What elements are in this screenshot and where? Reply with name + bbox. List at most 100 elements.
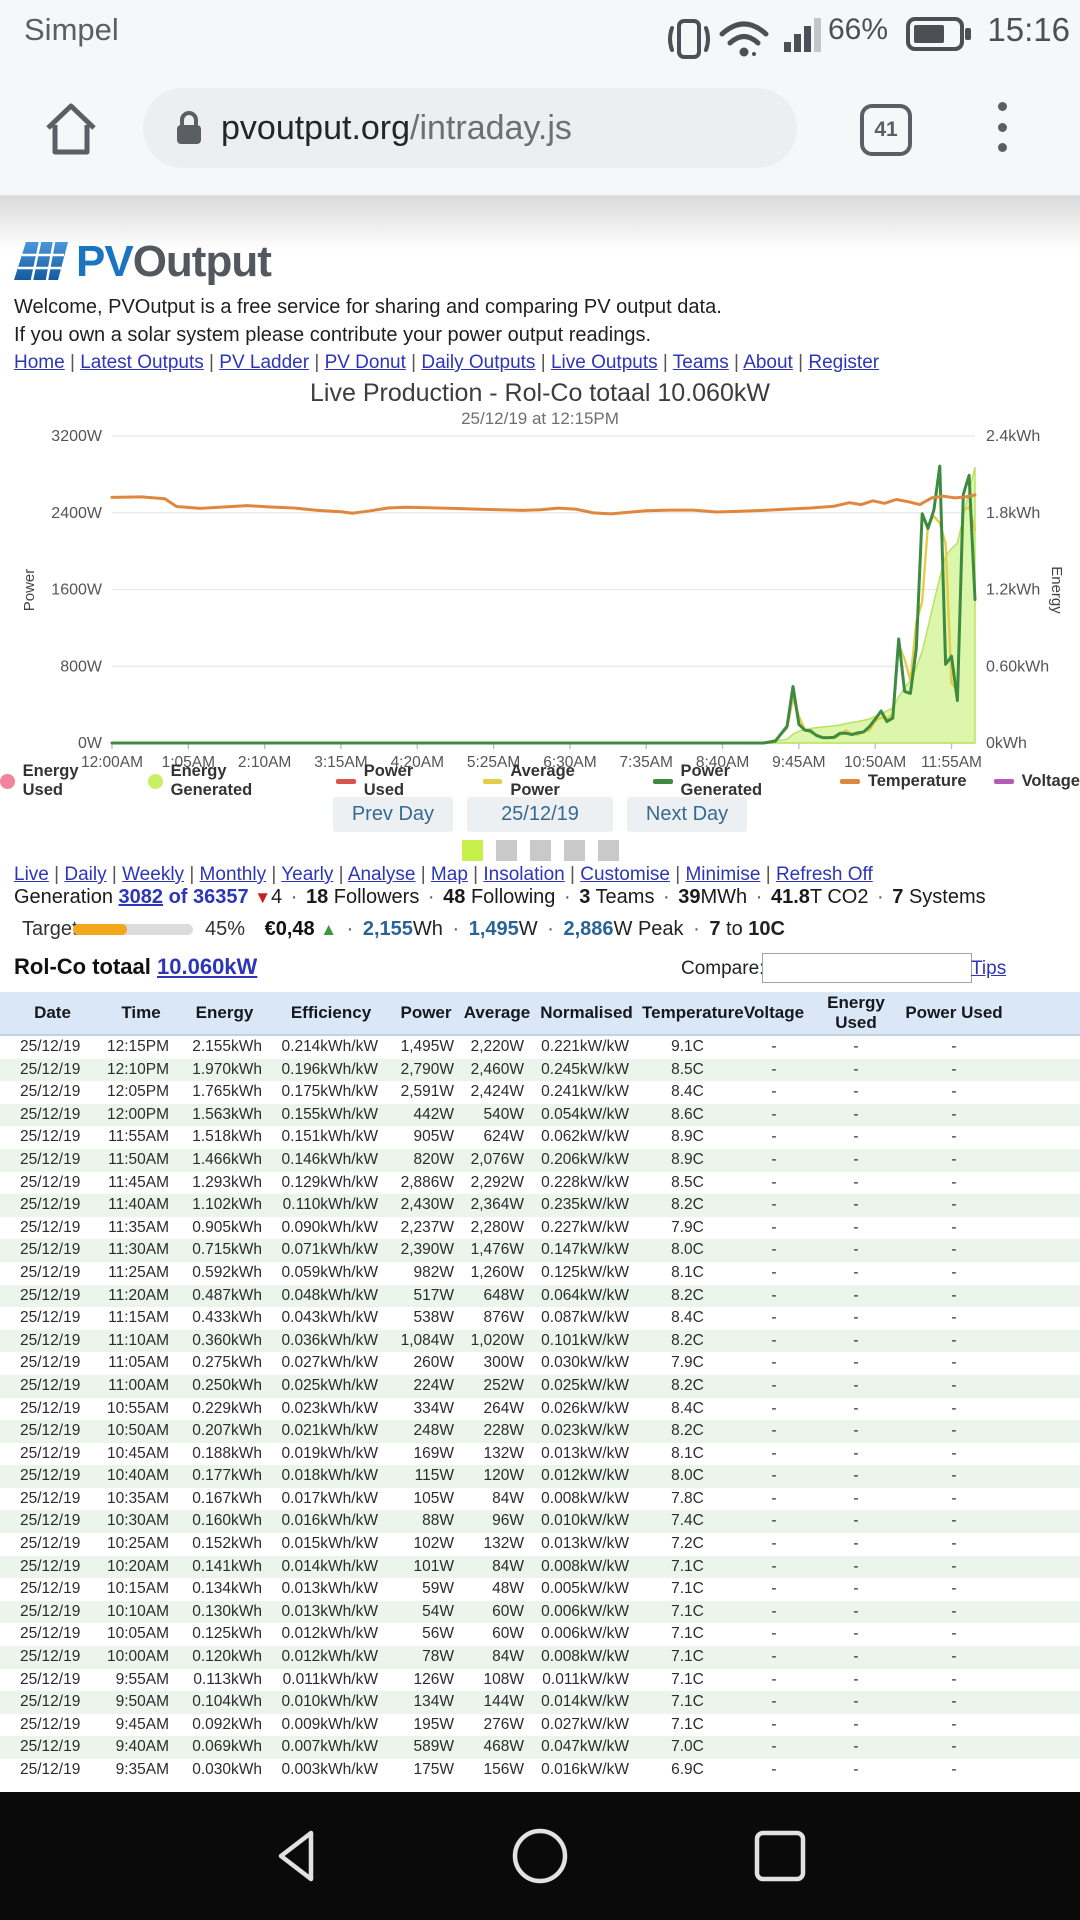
cell-power-used: - [951,1422,957,1440]
cell-efficiency: 0.151kWh/kW [281,1128,378,1146]
table-row: 25/12/19 11:15AM 0.433kWh 0.043kWh/kW 538W 87… [0,1307,1080,1330]
cell-power-used: - [951,1105,957,1123]
next-day-button[interactable]: Next Day [626,797,748,832]
nav-link-teams[interactable]: Teams [672,352,729,373]
cell-temperature: 8.5C [671,1060,704,1078]
nav-link-weekly[interactable]: Weekly [122,864,185,885]
nav-separator: | [106,864,123,885]
pvoutput-logo[interactable]: PV Output [14,236,272,288]
recents-button-icon[interactable] [749,1825,811,1887]
cell-power-used: - [951,1173,957,1191]
column-header-normalised: Normalised [532,992,641,1036]
cell-date: 25/12/19 [20,1512,81,1530]
system-capacity-link[interactable]: 10.060kW [157,954,258,979]
cell-normalised: 0.025kW/kW [541,1376,629,1394]
cell-date: 25/12/19 [20,1399,81,1417]
cell-power: 101W [413,1557,455,1575]
cell-time: 10:20AM [106,1557,169,1575]
page-square-3[interactable] [529,840,551,861]
page-square-1[interactable] [461,840,483,861]
nav-separator: | [184,864,200,885]
top-nav: Home | Latest Outputs | PV Ladder | PV D… [14,352,879,374]
nav-link-analyse[interactable]: Analyse [347,864,416,885]
cell-energy: 0.092kWh [192,1715,262,1733]
cell-power: 195W [413,1715,455,1733]
home-nav-button-icon[interactable] [509,1825,571,1887]
cell-date: 25/12/19 [20,1196,81,1214]
table-header-row: Date Time Energy Efficiency Power Average Norm… [0,992,1080,1036]
cell-energy-used: - [853,1602,859,1620]
nav-link-customise[interactable]: Customise [580,864,670,885]
compare-input[interactable] [762,953,972,983]
tips-link[interactable]: Tips [971,958,1007,979]
date-button[interactable]: 25/12/19 [467,797,613,832]
nav-link-daily-outputs[interactable]: Daily Outputs [421,352,536,373]
svg-text:1.2kWh: 1.2kWh [986,582,1040,599]
cell-power: 538W [413,1309,455,1327]
cell-efficiency: 0.011kWh/kW [282,1670,378,1688]
nav-link-refresh-off[interactable]: Refresh Off [775,864,873,885]
legend-marker [147,773,163,789]
nav-link-live[interactable]: Live [14,864,49,885]
cell-power: 105W [413,1489,455,1507]
generation-rank-link[interactable]: 3082 of 36357 [118,886,249,908]
chart-title: Live Production - Rol-Co totaal 10.060kW [310,379,770,407]
cell-power: 2,237W [400,1218,454,1236]
home-button-icon[interactable] [42,98,100,158]
cell-energy: 0.715kWh [192,1241,262,1259]
cell-energy-used: - [853,1196,859,1214]
table-row: 25/12/19 12:00PM 1.563kWh 0.155kWh/kW 442W 54… [0,1103,1080,1127]
url-bar[interactable]: pvoutput.org/intraday.js [143,88,797,168]
cell-date: 25/12/19 [20,1761,81,1778]
chrome-divider [0,195,1080,196]
cell-date: 25/12/19 [20,1083,81,1101]
nav-separator: | [48,864,65,885]
nav-separator: | [535,352,551,373]
nav-link-yearly[interactable]: Yearly [281,864,334,885]
cell-temperature: 7.1C [671,1580,704,1598]
lock-icon [177,111,201,144]
nav-link-live-outputs[interactable]: Live Outputs [550,352,658,373]
cell-power: 905W [413,1128,455,1146]
cell-time: 10:05AM [106,1625,169,1643]
cell-efficiency: 0.071kWh/kW [281,1241,378,1259]
nav-link-latest-outputs[interactable]: Latest Outputs [80,352,204,373]
nav-link-home[interactable]: Home [14,352,65,373]
cell-date: 25/12/19 [20,1602,81,1620]
nav-link-map[interactable]: Map [430,864,468,885]
svg-text:Power: Power [21,569,38,612]
cell-energy-used: - [853,1467,859,1485]
back-button-icon[interactable] [269,1825,331,1887]
cell-temperature: 7.1C [671,1648,704,1666]
cell-temperature: 7.1C [671,1693,704,1711]
page-square-5[interactable] [597,840,619,861]
nav-link-minimise[interactable]: Minimise [685,864,761,885]
cell-date: 25/12/19 [20,1060,81,1078]
cell-power-used: - [951,1241,957,1259]
signal-strength-icon [784,18,821,52]
page-square-2[interactable] [495,840,517,861]
cell-average: 252W [483,1376,525,1394]
cell-energy: 0.134kWh [192,1580,262,1598]
prev-day-button[interactable]: Prev Day [332,797,454,832]
nav-link-daily[interactable]: Daily [64,864,107,885]
cell-normalised: 0.245kW/kW [541,1060,629,1078]
cell-time: 10:55AM [106,1399,169,1417]
nav-link-insolation[interactable]: Insolation [483,864,565,885]
cell-time: 12:00PM [106,1105,169,1123]
cell-efficiency: 0.007kWh/kW [281,1738,378,1756]
nav-link-pv-ladder[interactable]: PV Ladder [219,352,310,373]
cell-normalised: 0.011kW/kW [542,1670,629,1688]
table-row: 25/12/19 11:20AM 0.487kWh 0.048kWh/kW 517W 64… [0,1284,1080,1308]
nav-link-register[interactable]: Register [808,352,880,373]
cell-power-used: - [951,1467,957,1485]
nav-link-about[interactable]: About [743,352,793,373]
nav-link-monthly[interactable]: Monthly [199,864,267,885]
browser-menu-button[interactable] [998,102,1008,152]
cell-normalised: 0.010kW/kW [541,1512,629,1530]
cell-normalised: 0.054kW/kW [541,1105,629,1123]
nav-link-pv-donut[interactable]: PV Donut [324,352,406,373]
tab-counter-button[interactable]: 41 [860,104,912,156]
cell-normalised: 0.047kW/kW [541,1738,629,1756]
page-square-4[interactable] [563,840,585,861]
